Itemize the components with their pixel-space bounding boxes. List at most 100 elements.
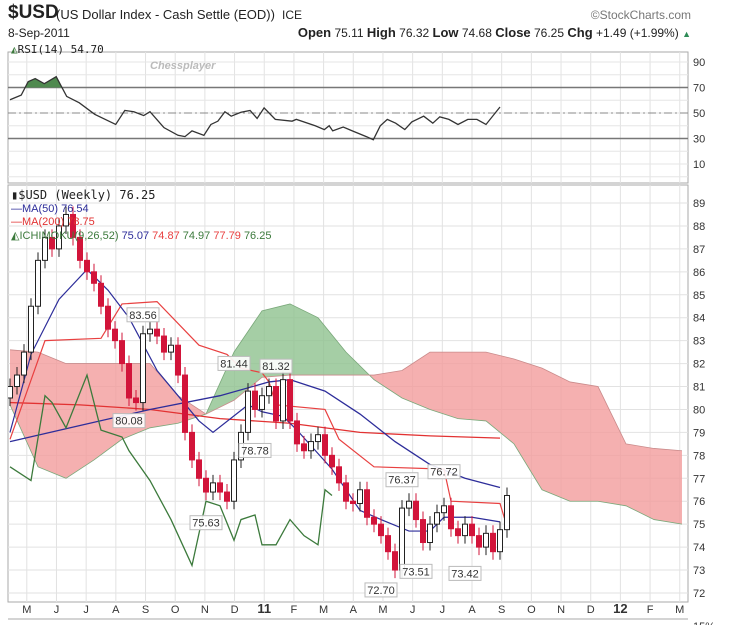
x-axis-tick-label: D [587,604,595,616]
rsi-label: RSI(14) 54.70 [17,43,104,56]
cloud-bullish [318,317,346,376]
price-annotation-box [217,355,251,371]
candle-up [357,489,363,505]
candle-down [287,379,293,422]
candle-up [483,532,489,548]
candle-up [504,494,510,531]
y-axis-tick-label: 73 [693,565,705,577]
price-annotation: 73.42 [451,568,479,580]
y-axis-tick-label: 88 [693,221,705,233]
span-a-value: 74.97 [182,230,211,242]
rsi-axis-tick-label: 90 [693,57,705,69]
candlestick-icon: ▮ [11,188,19,202]
candle-down [196,459,202,479]
candle-down [476,535,482,548]
candle-down [161,335,167,353]
cloud-bearish [374,370,402,398]
candle-up [168,344,174,353]
candle-up [8,386,13,399]
candle-down [203,477,209,493]
rsi-axis-tick-label: 30 [693,134,705,146]
quote-date: 8-Sep-2011 [8,26,70,40]
rsi-frame [7,51,689,184]
y-axis-tick-label: 82 [693,359,705,371]
y-axis-tick-label: 83 [693,336,705,348]
candle-down [119,340,125,365]
cloud-bearish [94,363,122,460]
candle-down [448,505,454,530]
x-axis-tick-label: A [350,604,358,616]
candle-down [84,259,90,273]
x-axis-tick-label: D [231,604,239,616]
x-axis-tick-label: S [142,604,149,616]
area-icon: ◭ [11,230,20,242]
candle-down [175,344,181,376]
axes: M J J A S O N D 11 F M A M J J A S O N D 12 F M 89 88 87 86 85 84 83 8… [8,57,715,625]
price-annotation: 72.70 [367,585,395,597]
kijun-value: 74.87 [152,230,180,242]
candle-down [392,551,398,571]
price-annotation-box [385,472,419,488]
tenkan-value: 75.07 [121,230,150,242]
y-axis-tick-label: 84 [693,313,705,325]
price-annotation: 76.72 [430,467,458,479]
x-axis-tick-label: A [468,604,476,616]
ma200-legend: —MA(200) 78.75 [11,216,95,228]
price-annotation-box [189,515,223,531]
candle-down [154,328,160,337]
symbol-title: $USD [8,2,59,23]
price-annotation-box [427,464,461,480]
candle-up [266,386,272,397]
price-annotation: 73.51 [402,566,430,578]
candle-down [336,466,342,484]
candle-down [301,443,307,452]
candle-down [98,282,104,307]
price-annotation-box [126,307,160,323]
x-axis-tick-label: S [498,604,505,616]
x-axis-tick-label: M [22,604,31,616]
y-axis-tick-label: 76 [693,496,705,508]
ichimoku-legend: ◭ICHIMOKU(9,26,52) 75.07 74.87 74.97 77.… [11,229,271,242]
cloud-bearish [570,381,598,502]
candle-down [252,390,258,410]
y-axis-tick-label: 87 [693,244,705,256]
candle-up [280,379,286,422]
x-axis-tick-label: N [201,604,209,616]
line-icon: — [11,216,22,228]
y-axis-tick-label: 78 [693,450,705,462]
candle-up [147,328,153,335]
price-annotation: 75.63 [192,518,220,530]
candle-down [112,328,118,342]
rsi-axis-tick-label: 10 [693,159,705,171]
x-axis-tick-label: J [83,604,89,616]
candle-up [35,259,41,307]
candle-down [217,482,223,493]
candle-up [21,351,27,376]
y-axis-tick-label: 72 [693,588,705,600]
candle-up [399,507,405,571]
candle-up [14,374,20,388]
cloud-bearish [514,358,542,490]
candle-down [385,535,391,553]
price-label: $USD (Weekly) 76.25 [18,188,156,202]
low-label: Low [432,25,459,40]
line-icon: — [11,203,22,215]
brand-link[interactable]: ©StockCharts.com [590,8,691,22]
y-axis-tick-label: 80 [693,404,705,416]
candle-down [273,386,279,422]
x-axis-tick-label: M [319,604,328,616]
x-axis-tick-label: 12 [613,601,627,616]
high-value: 76.32 [399,26,430,40]
candle-down [469,523,475,537]
cloud-bearish [542,368,570,502]
candle-down [322,434,328,456]
chikou-line [9,372,333,568]
x-axis-tick-label: J [54,604,60,616]
rsi-line [9,75,501,141]
y-axis-tick-label: 81 [693,382,705,394]
candle-up [315,434,321,443]
open-label: Open [297,25,332,40]
candle-up [140,333,146,404]
candle-up [308,441,314,452]
cloud-bearish [402,352,430,410]
